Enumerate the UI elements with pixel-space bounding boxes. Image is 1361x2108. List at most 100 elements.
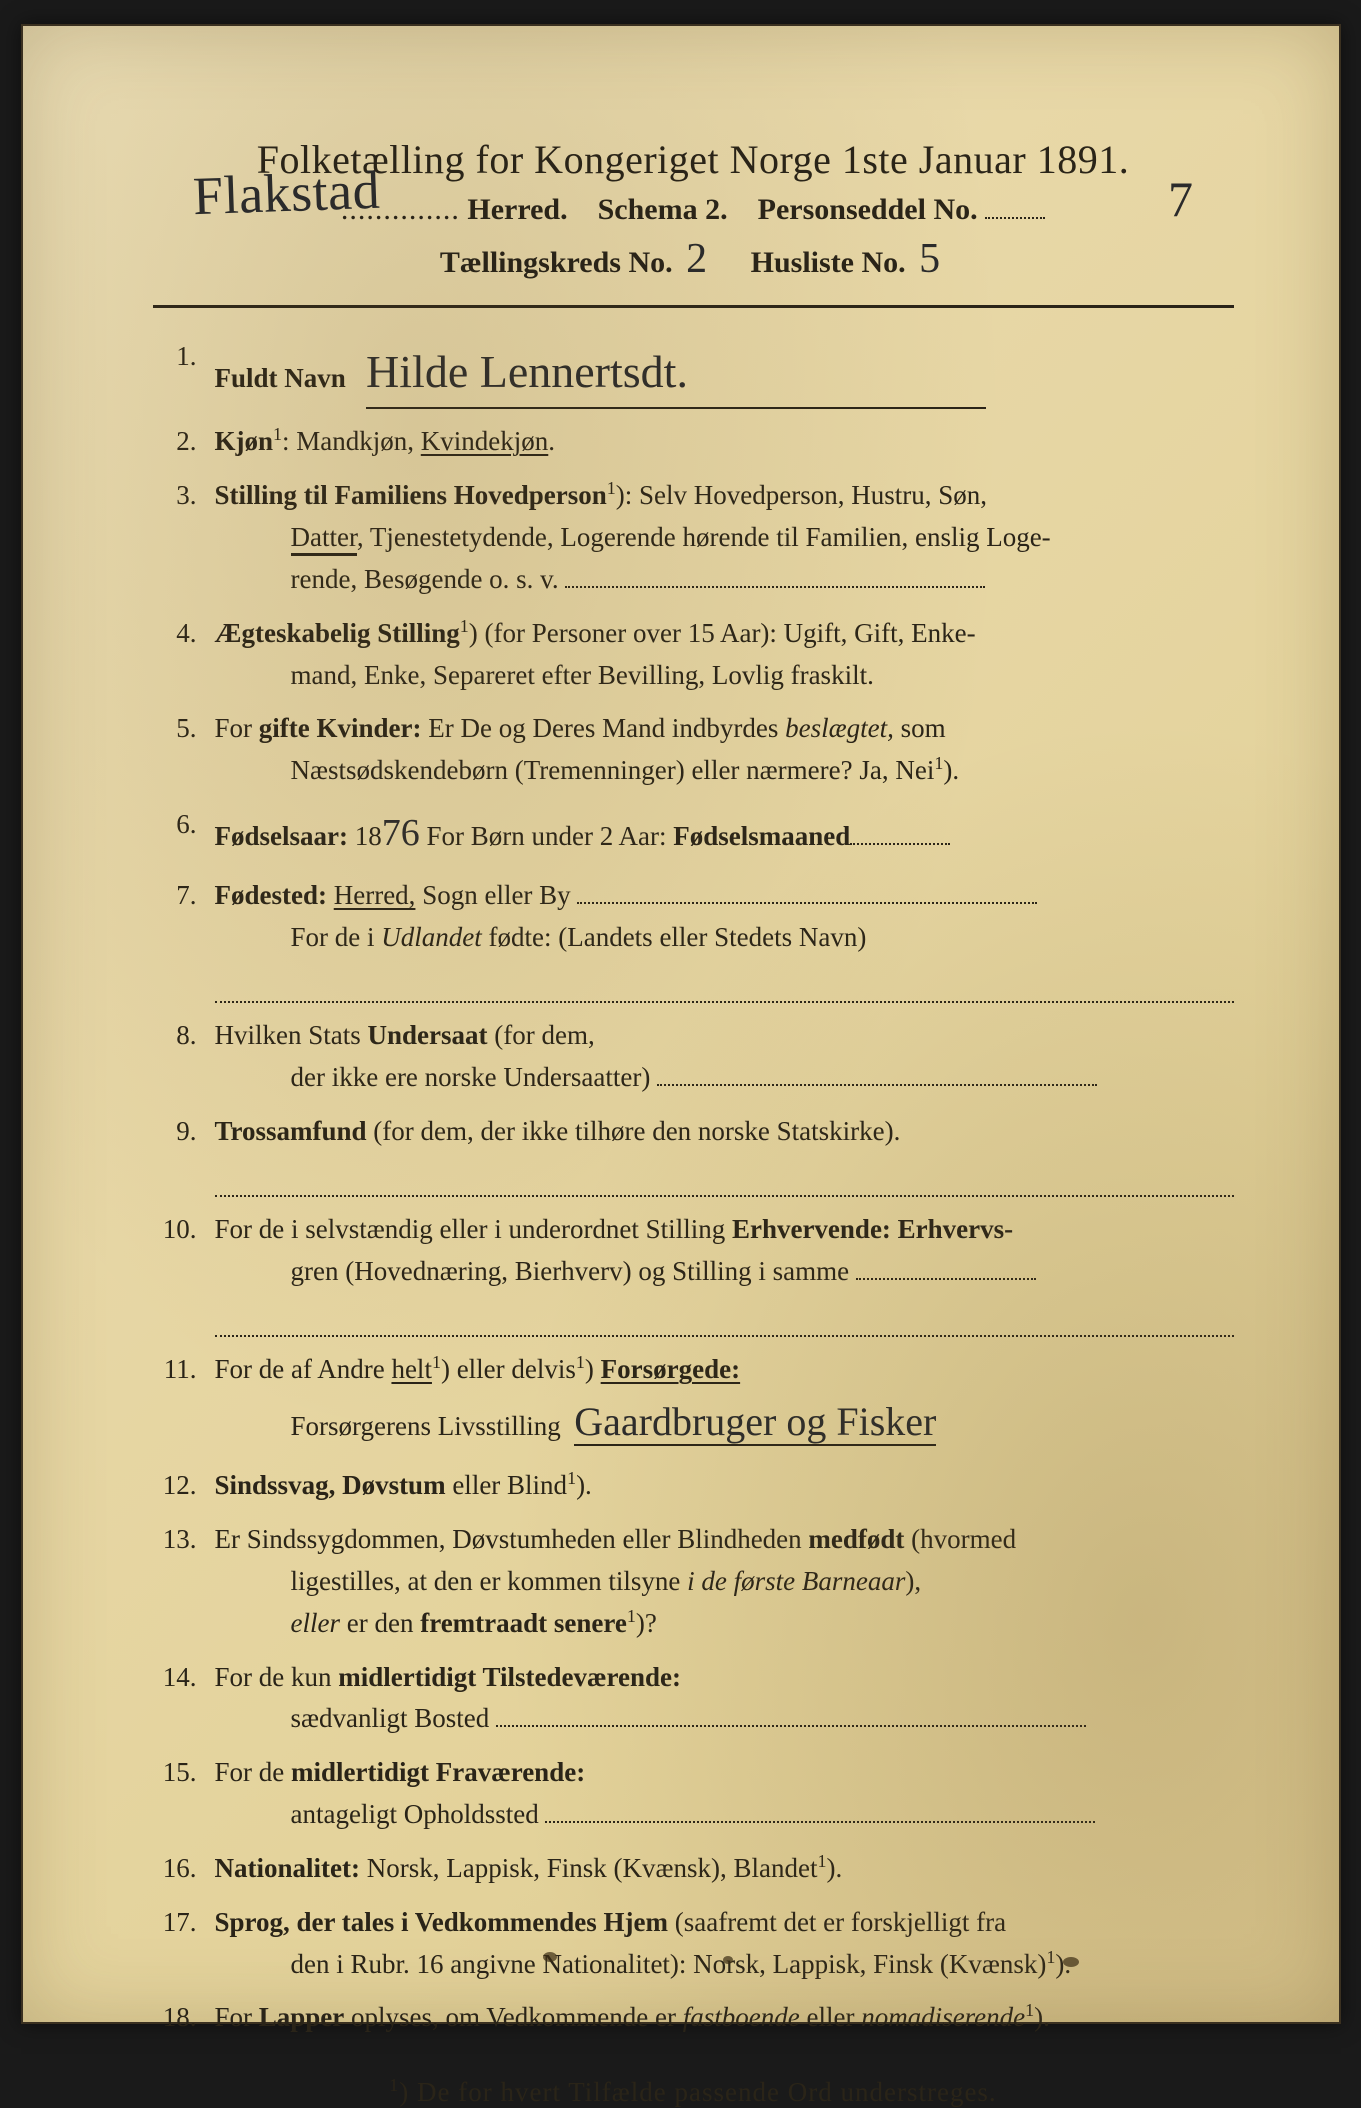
item-6: 6. Fødselsaar: 1876 For Børn under 2 Aar…: [153, 804, 1234, 863]
cont: Forsørgerens Livsstilling Gaardbruger og…: [215, 1391, 1234, 1453]
label: Trossamfund: [215, 1116, 367, 1146]
text: Er Sindssygdommen, Døvstumheden eller Bl…: [215, 1524, 809, 1554]
text: ): [585, 1354, 601, 1384]
cont-text: antageligt Opholdssted: [291, 1799, 539, 1829]
item-15: 15. For de midlertidigt Fraværende: anta…: [153, 1752, 1234, 1836]
text: .: [548, 426, 555, 456]
text: (for dem, der ikke tilhøre den norske St…: [367, 1116, 901, 1146]
bold2: fremtraadt senere: [420, 1608, 627, 1638]
cont: der ikke ere norske Undersaatter): [215, 1057, 1234, 1099]
text: (hvormed: [904, 1524, 1016, 1554]
pre: For: [215, 713, 259, 743]
item-num: 4.: [153, 613, 215, 697]
item-content: Kjøn1: Mandkjøn, Kvindekjøn.: [215, 421, 1234, 463]
i: fastboende: [683, 2002, 800, 2032]
item-content: Sprog, der tales i Vedkommendes Hjem (sa…: [215, 1902, 1234, 1986]
text: ).: [576, 1470, 592, 1500]
item-num: 12.: [153, 1465, 215, 1507]
dots-line: [215, 1157, 1234, 1198]
kreds-label: Tællingskreds No.: [440, 246, 673, 279]
dots: [657, 1059, 1097, 1086]
item-8: 8. Hvilken Stats Undersaat (for dem, der…: [153, 1015, 1234, 1099]
label: Fødselsaar:: [215, 821, 348, 851]
item-num: 8.: [153, 1015, 215, 1099]
label: Lapper: [259, 2002, 345, 2032]
underlined: Kvindekjøn: [421, 426, 549, 456]
item-18: 18. For Lapper oplyses, om Vedkommende e…: [153, 1997, 1234, 2039]
cont-text: den i Rubr. 16 angivne Nationalitet): No…: [291, 1949, 1047, 1979]
text: For de kun: [215, 1662, 339, 1692]
subline-2: Tællingskreds No. 2 Husliste No. 5: [153, 235, 1234, 283]
item-num: 1.: [153, 336, 215, 409]
sup: 1: [567, 1468, 576, 1488]
label: gifte Kvinder:: [259, 713, 422, 743]
item-content: Ægteskabelig Stilling1) (for Personer ov…: [215, 613, 1234, 697]
text: : Mandkjøn,: [282, 426, 421, 456]
i: nomadiserende: [861, 2002, 1025, 2032]
item-content: Hvilken Stats Undersaat (for dem, der ik…: [215, 1015, 1234, 1099]
label: midlertidigt Tilstedeværende:: [338, 1662, 681, 1692]
dots: [856, 1253, 1036, 1280]
items-list: 1. Fuldt Navn Hilde Lennertsdt. 2. Kjøn1…: [153, 336, 1234, 2039]
italic: Udlandet: [381, 922, 482, 952]
title-text: Folketælling for Kongeriget Norge 1ste J…: [257, 137, 1129, 182]
text: For de: [215, 1757, 292, 1787]
cont-text: sædvanligt Bosted: [291, 1703, 490, 1733]
item-7: 7. Fødested: Herred, Sogn eller By For d…: [153, 875, 1234, 1003]
item-num: 2.: [153, 421, 215, 463]
text: eller Blind: [446, 1470, 567, 1500]
item-content: For Lapper oplyses, om Vedkommende er fa…: [215, 1997, 1234, 2039]
item-16: 16. Nationalitet: Norsk, Lappisk, Finsk …: [153, 1848, 1234, 1890]
item-content: For de kun midlertidigt Tilstedeværende:…: [215, 1657, 1234, 1741]
item-num: 17.: [153, 1902, 215, 1986]
text: For Børn under 2 Aar:: [420, 821, 673, 851]
schema-label: Schema 2.: [598, 193, 728, 226]
text: ).: [1034, 2002, 1050, 2032]
italic: beslægtet,: [785, 713, 894, 743]
dotted-lead: ..............: [341, 193, 460, 226]
item-num: 10.: [153, 1209, 215, 1337]
cont-text: rende, Besøgende o. s. v.: [291, 564, 559, 594]
form-header: Folketælling for Kongeriget Norge 1ste J…: [153, 136, 1234, 283]
year-hw: 76: [382, 812, 420, 854]
dots: [496, 1700, 1086, 1727]
cont: sædvanligt Bosted: [215, 1698, 1234, 1740]
text: Hvilken Stats: [215, 1020, 368, 1050]
label: Sindssvag, Døvstum: [215, 1470, 446, 1500]
label: Sprog, der tales i Vedkommendes Hjem: [215, 1907, 669, 1937]
sup: 1: [934, 753, 943, 773]
item-content: Fuldt Navn Hilde Lennertsdt.: [215, 336, 1234, 409]
forsorg-hw: Gaardbruger og Fisker: [574, 1399, 936, 1446]
sup: 1: [576, 1352, 585, 1372]
text: eller: [800, 2002, 861, 2032]
text: oplyses, om Vedkommende er: [344, 2002, 682, 2032]
text: ) (for Personer over 15 Aar): Ugift, Gif…: [469, 618, 976, 648]
text: For: [215, 2002, 259, 2032]
item-5: 5. For gifte Kvinder: Er De og Deres Man…: [153, 708, 1234, 792]
text: (for dem,: [488, 1020, 595, 1050]
cont: den i Rubr. 16 angivne Nationalitet): No…: [215, 1944, 1234, 1986]
item-12: 12. Sindssvag, Døvstum eller Blind1).: [153, 1465, 1234, 1507]
cont-text: Næstsødskendebørn (Tremenninger) eller n…: [291, 755, 935, 785]
title-line: Folketælling for Kongeriget Norge 1ste J…: [153, 136, 1234, 183]
husliste-no-hw: 5: [919, 235, 940, 283]
sup: 1: [460, 616, 469, 636]
cont: eller er den fremtraadt senere1)?: [215, 1603, 1234, 1645]
dots-line: [215, 1297, 1234, 1338]
sup: 1: [607, 478, 616, 498]
cont: Datter, Tjenestetydende, Logerende høren…: [215, 517, 1234, 559]
herred-label: Herred.: [467, 193, 567, 226]
label2: Fødselsmaaned: [673, 821, 850, 851]
label: Stilling til Familiens Hovedperson: [215, 480, 607, 510]
cont: For de i Udlandet fødte: (Landets eller …: [215, 917, 1234, 959]
item-content: Trossamfund (for dem, der ikke tilhøre d…: [215, 1111, 1234, 1197]
item-content: Fødselsaar: 1876 For Børn under 2 Aar: F…: [215, 804, 1234, 863]
paper-blemish: [543, 1952, 557, 1962]
cont: gren (Hovednæring, Bierhverv) og Stillin…: [215, 1251, 1234, 1293]
item-10: 10. For de i selvstændig eller i underor…: [153, 1209, 1234, 1337]
item-content: Nationalitet: Norsk, Lappisk, Finsk (Kvæ…: [215, 1848, 1234, 1890]
item-1: 1. Fuldt Navn Hilde Lennertsdt.: [153, 336, 1234, 409]
cont-label: Forsørgerens Livsstilling: [291, 1411, 561, 1441]
tail: ).: [943, 755, 959, 785]
cont: rende, Besøgende o. s. v.: [215, 559, 1234, 601]
